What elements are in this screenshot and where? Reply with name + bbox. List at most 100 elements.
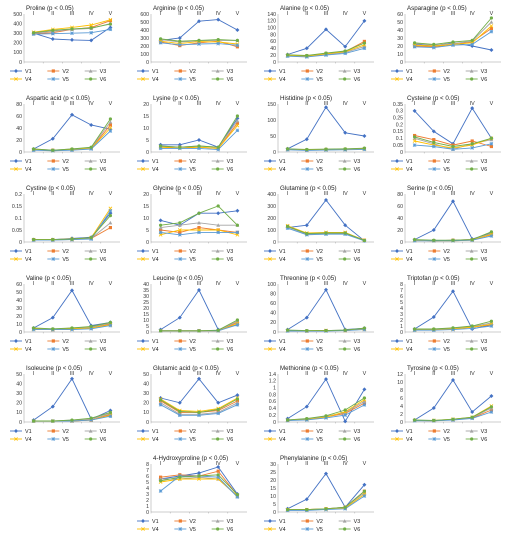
data-point-V3 (108, 220, 113, 225)
y-tick-label: 2 (146, 498, 149, 504)
data-point-V5 (177, 42, 182, 47)
chart-title: Asparagine (p < 0.05) (407, 5, 467, 12)
legend-marker (178, 339, 182, 343)
legend-marker (178, 347, 183, 351)
data-point-V1 (89, 38, 94, 43)
y-tick-label: 400 (267, 192, 276, 198)
data-point-V3 (489, 20, 494, 24)
chart-title: 4-Hydroxyproline (p < 0.05) (153, 455, 228, 462)
data-point-V1 (343, 223, 348, 228)
x-tick-label: IV (216, 371, 221, 377)
legend-marker (305, 437, 310, 441)
x-tick-label: III (324, 461, 329, 467)
data-point-V5 (50, 31, 55, 36)
data-point-V2 (470, 139, 474, 143)
chart-title: Threonine (p < 0.05) (280, 275, 336, 282)
legend-marker (470, 437, 474, 441)
legend-marker (305, 519, 309, 523)
data-point-V2 (235, 399, 239, 403)
legend-label: V6 (481, 347, 488, 353)
legend-marker (305, 527, 310, 531)
legend-marker (89, 257, 93, 261)
data-point-V2 (197, 226, 201, 230)
y-tick-label: 60 (16, 282, 22, 288)
series-line-V6 (33, 118, 111, 151)
x-tick-label: V (236, 101, 240, 107)
data-point-V1 (197, 19, 201, 24)
x-tick-label: V (236, 11, 240, 17)
data-point-V6 (108, 117, 112, 121)
x-tick-label: IV (470, 11, 475, 17)
y-tick-label: 500 (140, 20, 149, 26)
x-tick-label: V (236, 191, 240, 197)
x-tick-label: V (490, 371, 494, 377)
legend-marker (14, 429, 18, 433)
y-tick-label: 0.15 (393, 129, 403, 135)
legend-label: V6 (481, 437, 488, 443)
legend-marker (268, 249, 272, 253)
data-point-V3 (197, 220, 201, 225)
chart-panel-8: Cysteine (p < 0.05)00.050.10.150.20.250.… (391, 95, 501, 173)
data-point-V5 (89, 326, 94, 331)
data-point-V5 (216, 411, 221, 416)
data-point-V5 (216, 230, 221, 235)
legend-marker (216, 347, 220, 351)
data-point-V6 (451, 417, 455, 421)
legend-marker (268, 527, 272, 531)
data-point-V5 (158, 40, 163, 45)
data-point-V1 (431, 406, 436, 410)
legend-label: V4 (406, 167, 413, 173)
x-tick-label: I (414, 11, 416, 17)
y-tick-label: 140 (267, 12, 276, 18)
legend-label: V5 (62, 347, 69, 353)
chart-title: Glutamic acid (p < 0.05) (153, 365, 219, 372)
y-tick-label: 10 (16, 410, 22, 416)
y-tick-label: 0 (400, 60, 403, 66)
x-tick-label: III (70, 371, 75, 377)
data-point-V1 (304, 315, 309, 320)
data-point-V6 (470, 324, 474, 328)
legend-marker (178, 69, 182, 73)
y-tick-label: 25 (270, 470, 276, 476)
data-point-V5 (197, 146, 201, 151)
legend-label: V1 (152, 519, 159, 525)
x-tick-label: IV (89, 11, 94, 17)
y-tick-label: 5 (146, 324, 149, 330)
legend-label: V4 (406, 437, 413, 443)
data-point-V6 (89, 416, 93, 420)
x-tick-label: V (109, 191, 113, 197)
legend-label: V5 (189, 167, 196, 173)
legend-marker (342, 429, 347, 433)
x-tick-label: I (414, 101, 416, 107)
chart-title: Lysine (p < 0.05) (153, 95, 199, 102)
legend-label: V6 (227, 347, 234, 353)
y-tick-label: 60 (270, 301, 276, 307)
data-point-V6 (178, 329, 182, 333)
legend-label: V6 (354, 167, 361, 173)
y-tick-label: 30 (16, 306, 22, 312)
legend-marker (268, 77, 272, 81)
data-point-V6 (362, 489, 366, 493)
y-tick-label: 100 (267, 282, 276, 288)
data-point-V6 (108, 410, 112, 414)
data-point-V6 (324, 51, 328, 55)
x-tick-label: IV (343, 461, 348, 467)
data-point-V6 (108, 214, 112, 218)
data-point-V5 (31, 327, 36, 332)
data-point-V1 (304, 46, 309, 51)
legend-label: V5 (316, 77, 323, 83)
legend-label: V6 (100, 347, 107, 353)
y-tick-label: 5 (400, 300, 403, 306)
y-tick-label: 80 (397, 192, 403, 198)
legend-label: V4 (279, 437, 286, 443)
legend-marker (141, 69, 145, 73)
legend-label: V6 (100, 167, 107, 173)
legend-marker (395, 159, 399, 163)
y-tick-label: 100 (267, 118, 276, 124)
x-tick-label: IV (470, 281, 475, 287)
legend-label: V3 (100, 429, 107, 435)
legend-label: V4 (406, 77, 413, 83)
legend-label: V5 (189, 257, 196, 263)
legend-label: V6 (227, 437, 234, 443)
legend-label: V1 (279, 519, 286, 525)
